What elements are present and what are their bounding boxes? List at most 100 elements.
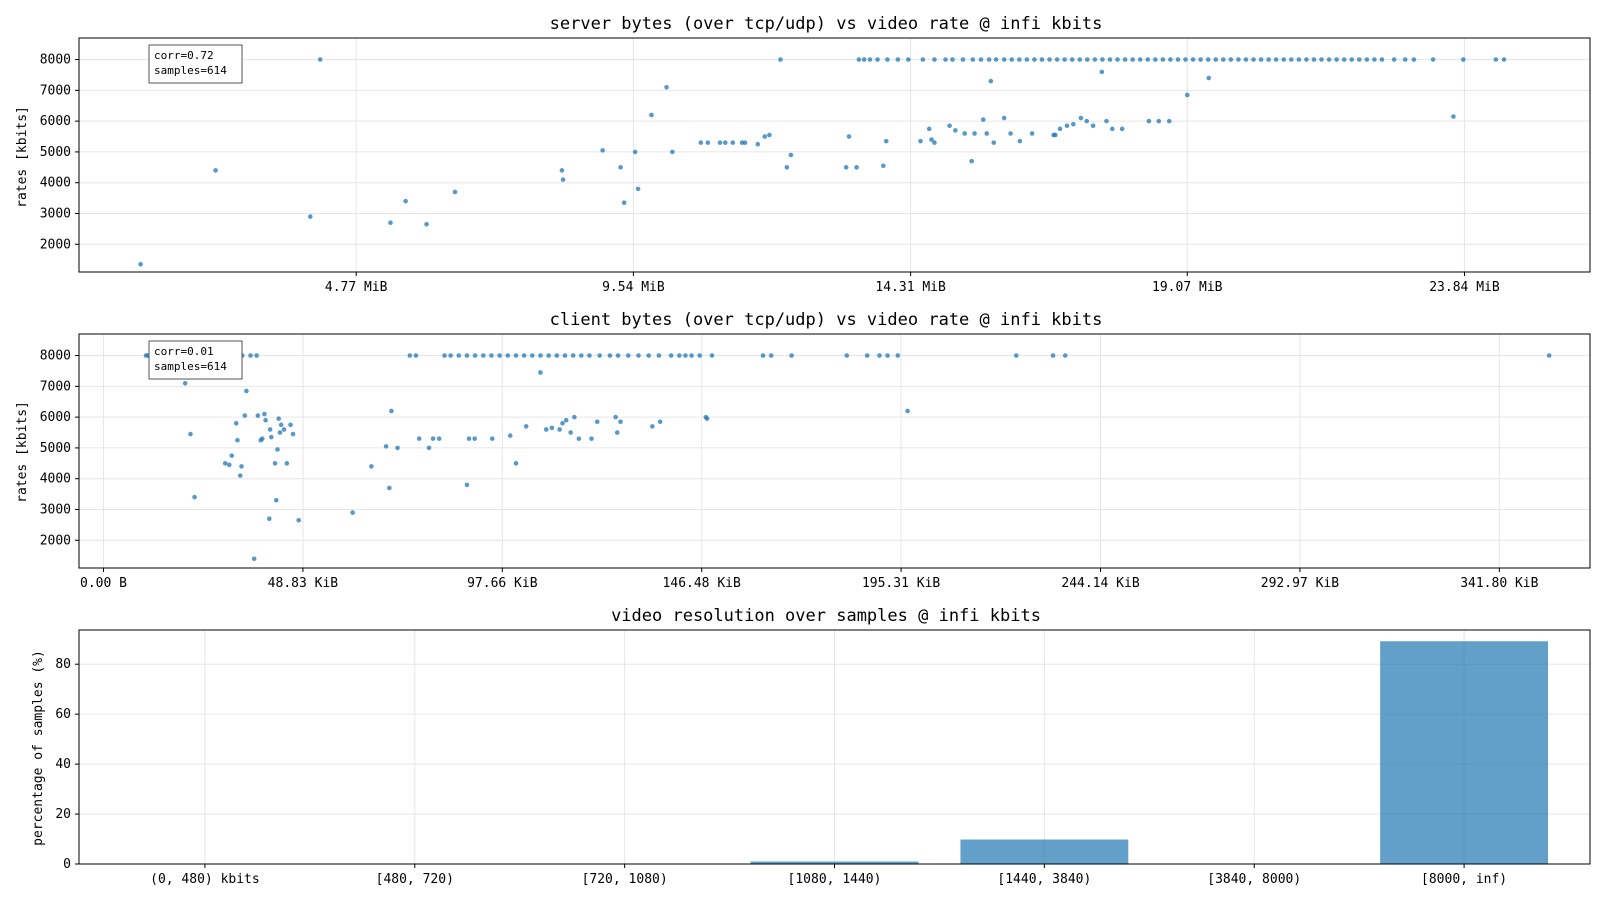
data-point [650, 424, 655, 429]
chart-title: server bytes (over tcp/udp) vs video rat… [550, 14, 1103, 34]
data-point [778, 57, 783, 62]
data-point [1039, 57, 1045, 62]
data-point [424, 221, 429, 227]
data-point [538, 370, 543, 375]
data-point [436, 436, 442, 441]
data-point [618, 419, 623, 425]
data-point [1017, 138, 1023, 144]
grid [79, 38, 1590, 272]
data-point [656, 353, 662, 358]
data-point [192, 494, 197, 500]
data-point [646, 353, 651, 358]
data-point [984, 131, 990, 136]
ticks: 2000 3000 4000 5000 6000 7000 8000 0.00 B 48.83 … [40, 349, 1539, 591]
data-point [456, 353, 462, 358]
data-point [664, 84, 669, 90]
data-point [267, 427, 273, 432]
data-point [1372, 57, 1377, 62]
data-point [947, 123, 952, 129]
ticks: 0 20 40 60 80 (0, 480) kbits [480, 720) [720, 1… [55, 657, 1507, 887]
data-point [273, 497, 279, 503]
data-point [589, 436, 594, 441]
data-point [235, 437, 240, 443]
data-point [1085, 57, 1090, 62]
data-point [1341, 57, 1347, 62]
data-point [281, 427, 287, 432]
data-point [1137, 57, 1143, 62]
data-point [895, 353, 901, 358]
data-point [986, 57, 992, 62]
data-point [755, 141, 761, 147]
data-point [1032, 57, 1037, 62]
x-tick-label: [8000, inf) [1421, 872, 1507, 887]
data-point [1145, 57, 1151, 62]
data-point [1069, 57, 1075, 62]
data-point [1356, 57, 1362, 62]
data-point [1168, 57, 1173, 62]
data-point [1198, 57, 1203, 62]
data-point [1319, 57, 1324, 62]
data-point [251, 556, 257, 562]
data-point [513, 461, 519, 466]
data-point [1166, 118, 1172, 124]
chart-title: client bytes (over tcp/udp) vs video rat… [550, 310, 1103, 330]
data-point [1501, 57, 1507, 62]
data-point [703, 414, 709, 420]
x-tick-label: [720, 1080) [582, 872, 668, 887]
data-point [988, 78, 994, 84]
data-point [657, 419, 663, 425]
data-point [1064, 123, 1070, 129]
data-point [464, 353, 470, 358]
data-point [284, 461, 290, 466]
bar [1380, 641, 1549, 864]
data-point [962, 131, 967, 136]
data-point [579, 353, 584, 358]
data-point [980, 117, 986, 122]
data-point [943, 57, 948, 62]
data-point [1160, 57, 1166, 62]
data-point [1071, 121, 1076, 127]
data-point [788, 152, 794, 158]
data-point [950, 57, 955, 62]
data-point [918, 138, 923, 144]
y-axis-label: rates [kbits] [15, 401, 30, 503]
data-point [543, 427, 549, 432]
data-point [625, 353, 631, 358]
data-point [549, 425, 555, 431]
data-point [317, 57, 323, 62]
data-point [597, 353, 602, 358]
data-point [969, 158, 974, 164]
data-point [717, 140, 723, 145]
x-tick-label: [3840, 8000) [1207, 872, 1301, 887]
data-point [275, 447, 280, 452]
data-point [760, 353, 766, 358]
data-point [854, 165, 859, 170]
x-tick-label: (0, 480) kbits [150, 872, 260, 887]
data-point [1304, 57, 1309, 62]
data-point [570, 353, 576, 358]
data-point [1220, 57, 1226, 62]
data-point [350, 510, 355, 515]
data-point [229, 453, 235, 458]
data-point [387, 485, 392, 491]
x-tick-label: 19.07 MiB [1152, 280, 1223, 295]
server-bytes-scatter-panel: server bytes (over tcp/udp) vs video rat… [15, 14, 1591, 295]
data-point [239, 464, 244, 469]
data-point [513, 353, 519, 358]
data-point [562, 353, 568, 358]
x-tick-label: [1080, 1440) [788, 872, 882, 887]
y-tick-label: 5000 [40, 441, 71, 456]
data-point [883, 138, 889, 144]
data-point [277, 430, 283, 435]
y-tick-label: 8000 [40, 53, 71, 68]
data-point [1130, 57, 1135, 62]
data-point [1062, 353, 1068, 358]
y-tick-label: 8000 [40, 349, 71, 364]
data-point [621, 200, 627, 206]
data-point [600, 148, 605, 153]
y-tick-label: 5000 [40, 145, 71, 160]
data-point [260, 436, 265, 441]
data-point [1084, 118, 1090, 124]
data-point [1461, 57, 1466, 62]
data-point [1364, 57, 1370, 62]
